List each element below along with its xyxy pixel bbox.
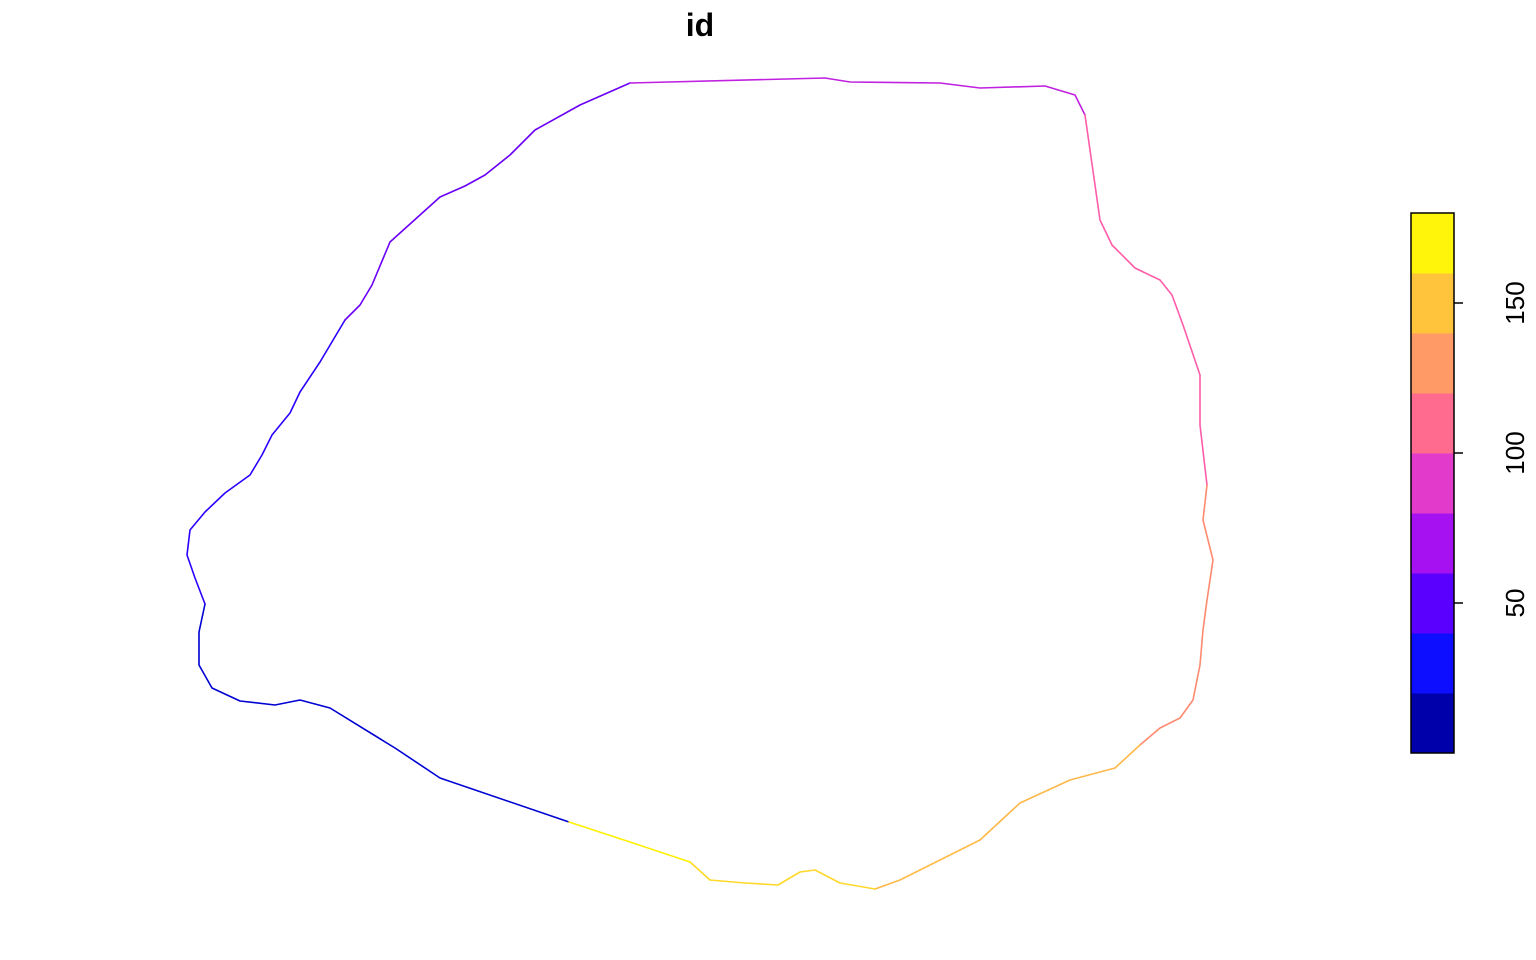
colorbar-bin	[1411, 393, 1454, 454]
outline-segment	[568, 821, 691, 863]
colorbar-bin	[1411, 273, 1454, 334]
outline-segment	[689, 861, 876, 890]
colorbar-bin	[1411, 513, 1454, 574]
map-title: id	[686, 7, 714, 43]
outline-segment	[186, 319, 346, 605]
outline-segment	[1084, 114, 1208, 486]
colorbar-tick-label: 50	[1500, 589, 1530, 618]
outline	[186, 77, 1214, 890]
outline-segment	[344, 82, 631, 321]
colorbar-bin	[1411, 633, 1454, 694]
outline-segment	[1139, 484, 1214, 746]
colorbar-bin	[1411, 213, 1454, 274]
colorbar: 50 100 150	[1410, 212, 1530, 754]
colorbar-tick-label: 150	[1500, 281, 1530, 324]
outline-segment	[629, 77, 1086, 116]
colorbar-bin	[1411, 693, 1454, 754]
outline-segment	[874, 744, 1141, 890]
colorbar-tick-label: 100	[1500, 431, 1530, 474]
colorbar-bin	[1411, 333, 1454, 394]
outline-segment	[198, 603, 570, 823]
colorbar-bin	[1411, 573, 1454, 634]
colorbar-frame	[1410, 212, 1455, 754]
colorbar-bin	[1411, 453, 1454, 514]
